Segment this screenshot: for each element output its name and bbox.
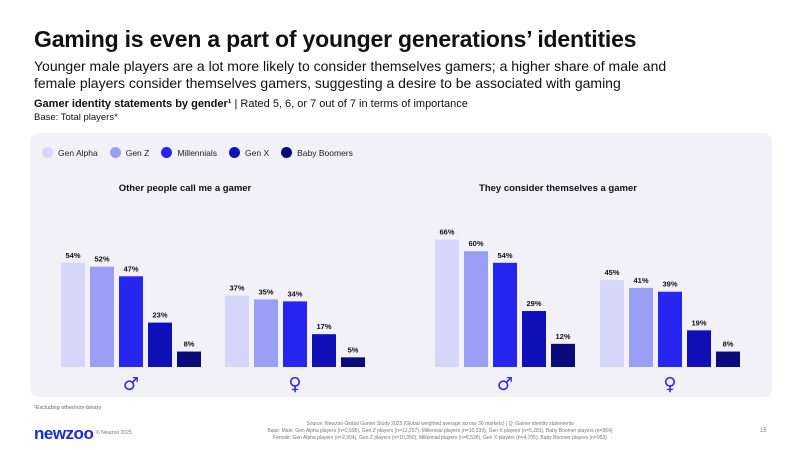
legend-label: Gen Z xyxy=(125,147,150,158)
source-line: Base: Male: Gen Alpha players (n=2,595),… xyxy=(267,427,613,434)
footnote: ¹Excluding other/non-binary xyxy=(34,405,102,411)
legend-item: Gen X xyxy=(229,147,269,158)
chart-heading-bold: Gamer identity statements by gender¹ xyxy=(34,98,232,110)
bar xyxy=(464,251,488,367)
legend-item: Baby Boomers xyxy=(281,147,353,158)
page-subtitle: Younger male players are a lot more like… xyxy=(34,58,667,91)
female-icon: ♀ xyxy=(663,374,676,395)
data-label: 12% xyxy=(555,332,570,341)
data-label: 8% xyxy=(723,340,734,349)
data-label: 54% xyxy=(65,251,80,260)
bar xyxy=(61,262,85,367)
bar xyxy=(312,334,336,367)
bar-chart: Other people call me a gamer 54% 52% 47% 23%… xyxy=(61,183,740,395)
bar xyxy=(629,287,653,367)
page-number: 15 xyxy=(760,428,767,434)
bar xyxy=(90,266,114,367)
data-label: 5% xyxy=(348,345,359,354)
legend-label: Millennials xyxy=(177,147,218,158)
page-title: Gaming is even a part of younger generat… xyxy=(34,26,637,52)
bar xyxy=(119,276,143,367)
male-icon: ♂ xyxy=(123,374,139,395)
chart-panel: Gen Alpha Gen Z Millennials Gen X Baby Boome… xyxy=(30,133,772,397)
data-label: 29% xyxy=(526,299,541,308)
data-label: 54% xyxy=(497,251,512,260)
data-label: 17% xyxy=(316,322,331,331)
data-label: 39% xyxy=(662,280,677,289)
bar xyxy=(658,291,682,367)
bar xyxy=(148,322,172,367)
legend-label: Gen Alpha xyxy=(58,147,98,158)
newzoo-logo: newzoo xyxy=(34,424,94,443)
data-label: 19% xyxy=(691,318,706,327)
legend-swatch xyxy=(161,147,173,158)
bar xyxy=(341,357,365,367)
source-line: Female: Gen Alpha players (n=2,304), Gen… xyxy=(273,434,607,441)
data-label: 45% xyxy=(604,268,619,277)
legend-label: Baby Boomers xyxy=(297,147,353,158)
legend-item: Gen Alpha xyxy=(42,147,98,158)
source-line: Source: Newzoo Global Gamer Study 2025 (… xyxy=(306,421,574,427)
data-label: 52% xyxy=(94,255,109,264)
legend-item: Millennials xyxy=(161,147,217,158)
bar xyxy=(435,239,459,367)
chart-heading: Gamer identity statements by gender¹ | R… xyxy=(34,98,468,110)
data-label: 34% xyxy=(287,289,302,298)
legend-swatch xyxy=(229,147,241,158)
data-label: 37% xyxy=(229,284,244,293)
legend-swatch xyxy=(109,147,121,158)
bar xyxy=(283,301,307,367)
bar xyxy=(493,262,517,367)
data-label: 47% xyxy=(123,264,138,273)
male-icon: ♂ xyxy=(497,374,513,395)
bar xyxy=(551,343,575,367)
legend-swatch xyxy=(42,147,53,158)
legend-item: Gen Z xyxy=(109,147,150,158)
source-note: Source: Newzoo Global Gamer Study 2025 (… xyxy=(200,421,680,441)
panel-title: They consider themselves a gamer xyxy=(479,183,637,194)
bar xyxy=(687,330,711,367)
chart-heading-rest: | Rated 5, 6, or 7 out of 7 in terms of … xyxy=(231,98,468,110)
bar xyxy=(177,351,201,367)
bar xyxy=(254,299,278,367)
bar xyxy=(522,311,546,367)
bar xyxy=(600,280,624,367)
data-label: 23% xyxy=(152,311,167,320)
data-label: 35% xyxy=(258,287,273,296)
data-label: 66% xyxy=(439,228,454,237)
female-icon: ♀ xyxy=(288,374,301,395)
chart-legend: Gen Alpha Gen Z Millennials Gen X Baby Boome… xyxy=(42,147,353,158)
bar xyxy=(716,351,740,367)
data-label: 41% xyxy=(633,276,648,285)
base-note: Base: Total players* xyxy=(34,112,118,123)
legend-swatch xyxy=(281,147,293,158)
data-label: 8% xyxy=(184,340,195,349)
data-label: 60% xyxy=(468,239,483,248)
panel-title: Other people call me a gamer xyxy=(119,183,252,194)
legend-label: Gen X xyxy=(245,147,270,158)
copyright: © Newzoo 2025 xyxy=(96,430,132,436)
bar xyxy=(225,295,249,367)
